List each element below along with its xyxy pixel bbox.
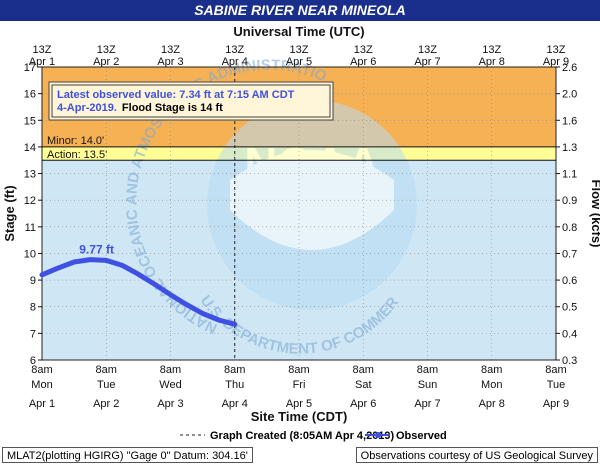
- right-tick-label: 0.9: [562, 195, 577, 207]
- latest-value-box: Latest observed value: 7.34 ft at 7:15 A…: [48, 81, 334, 121]
- bottom-tick-date: Apr 7: [414, 398, 440, 410]
- title-bar: [0, 0, 600, 21]
- bottom-tick-time: 8am: [31, 364, 52, 376]
- axis-ticks: 6 7 8 9 10 11 12 13 14 15 16 17 0.3 0.4 0.5 0.6 0.7 0.8 0.…: [24, 44, 578, 410]
- legend-created-label: Graph Created (8:05AM Apr 4,2019): [210, 430, 395, 442]
- y-tick-label: 15: [24, 115, 36, 127]
- top-tick-hour: 13Z: [547, 44, 566, 56]
- bottom-tick-time: 8am: [288, 364, 309, 376]
- chart-title: SABINE RIVER NEAR MINEOLA: [194, 2, 406, 18]
- bottom-tick-time: 8am: [481, 364, 502, 376]
- plot-border: [41, 66, 557, 361]
- bottom-tick-date: Apr 8: [479, 398, 505, 410]
- top-tick-hour: 13Z: [97, 44, 116, 56]
- peak-label: 9.77 ft: [79, 243, 114, 257]
- right-tick-label: 0.5: [562, 302, 577, 314]
- bottom-tick-weekday: Fri: [293, 379, 306, 391]
- observed-series-line: [39, 257, 238, 327]
- y-axis-label-left: Stage (ft): [2, 185, 17, 241]
- bottom-tick-date: Apr 4: [222, 398, 248, 410]
- top-tick-hour: 13Z: [354, 44, 373, 56]
- y-tick-label: 7: [30, 328, 36, 340]
- right-tick-label: 0.8: [562, 222, 577, 234]
- y-tick-label: 9: [30, 275, 36, 287]
- latest-line2: 4-Apr-2019. Flood Stage is 14 ft: [57, 102, 223, 114]
- footer-datum: MLAT2(plotting HGIRG) "Gage 0" Datum: 30…: [2, 447, 253, 463]
- right-tick-label: 1.1: [562, 169, 577, 181]
- latest-line1: Latest observed value: 7.34 ft at 7:15 A…: [57, 89, 295, 101]
- right-tick-label: 0.3: [562, 355, 577, 367]
- right-tick-label: 0.7: [562, 248, 577, 260]
- bottom-tick-weekday: Wed: [159, 379, 181, 391]
- bottom-tick-date: Apr 5: [286, 398, 312, 410]
- y-tick-label: 16: [24, 89, 36, 101]
- top-tick-day: Apr 3: [157, 56, 183, 68]
- top-tick-hour: 13Z: [33, 44, 52, 56]
- y-tick-label: 10: [24, 248, 36, 260]
- right-tick-label: 1.6: [562, 115, 577, 127]
- right-tick-label: 0.6: [562, 275, 577, 287]
- top-tick-hour: 13Z: [418, 44, 437, 56]
- bottom-tick-weekday: Sat: [355, 379, 372, 391]
- y-tick-label: 12: [24, 195, 36, 207]
- bottom-tick-weekday: Sun: [418, 379, 438, 391]
- legend: Graph Created (8:05AM Apr 4,2019) Observ…: [180, 430, 447, 442]
- bottom-tick-weekday: Thu: [225, 379, 244, 391]
- footer-credit: Observations courtesy of US Geological S…: [355, 447, 598, 463]
- y-tick-label: 14: [24, 142, 36, 154]
- bottom-tick-date: Apr 6: [350, 398, 376, 410]
- y-tick-label: 6: [30, 355, 36, 367]
- legend-observed-marker: [375, 432, 381, 438]
- top-tick-hour: 13Z: [290, 44, 309, 56]
- latest-box-inner: [51, 84, 331, 118]
- top-tick-day: Apr 5: [286, 56, 312, 68]
- bottom-tick-time: 8am: [160, 364, 181, 376]
- bottom-tick-weekday: Mon: [31, 379, 52, 391]
- action-stage-label: Action: 13.5': [47, 149, 107, 161]
- bottom-tick-weekday: Tue: [547, 379, 566, 391]
- top-axis-label: Universal Time (UTC): [233, 24, 364, 39]
- bottom-tick-time: 8am: [353, 364, 374, 376]
- y-tick-label: 8: [30, 302, 36, 314]
- top-tick-day: Apr 4: [222, 56, 248, 68]
- latest-box-frame: [48, 81, 334, 121]
- top-tick-day: Apr 8: [479, 56, 505, 68]
- bottom-tick-date: Apr 9: [543, 398, 569, 410]
- x-axis-label: Site Time (CDT): [251, 409, 348, 424]
- top-tick-day: Apr 7: [414, 56, 440, 68]
- seal-logo-text: NOAA: [244, 138, 379, 190]
- top-tick-hour: 13Z: [482, 44, 501, 56]
- y-tick-label: 17: [24, 62, 36, 74]
- right-tick-label: 2.6: [562, 62, 577, 74]
- bottom-tick-date: Apr 1: [29, 398, 55, 410]
- top-tick-hour: 13Z: [225, 44, 244, 56]
- y-axis-label-right: Flow (kcfs): [589, 180, 600, 248]
- bottom-tick-time: 8am: [545, 364, 566, 376]
- top-tick-day: Apr 6: [350, 56, 376, 68]
- y-tick-label: 11: [25, 222, 36, 234]
- right-tick-label: 0.4: [562, 328, 577, 340]
- minor-flood-label: Minor: 14.0': [47, 135, 104, 147]
- seal-bird: [230, 150, 394, 250]
- bottom-tick-time: 8am: [417, 364, 438, 376]
- bottom-tick-weekday: Tue: [97, 379, 116, 391]
- y-tick-label: 13: [24, 169, 36, 181]
- right-tick-label: 1.3: [562, 142, 577, 154]
- top-tick-day: Apr 9: [543, 56, 569, 68]
- latest-date: 4-Apr-2019.: [57, 102, 117, 114]
- bottom-tick-time: 8am: [224, 364, 245, 376]
- bottom-tick-weekday: Mon: [481, 379, 502, 391]
- bottom-tick-date: Apr 2: [93, 398, 119, 410]
- right-tick-label: 2.0: [562, 89, 577, 101]
- bottom-tick-date: Apr 3: [157, 398, 183, 410]
- legend-observed-label: Observed: [396, 430, 447, 442]
- latest-flood-stage: Flood Stage is 14 ft: [122, 102, 223, 114]
- top-tick-day: Apr 1: [29, 56, 55, 68]
- top-tick-day: Apr 2: [93, 56, 119, 68]
- top-tick-hour: 13Z: [161, 44, 180, 56]
- bottom-tick-time: 8am: [96, 364, 117, 376]
